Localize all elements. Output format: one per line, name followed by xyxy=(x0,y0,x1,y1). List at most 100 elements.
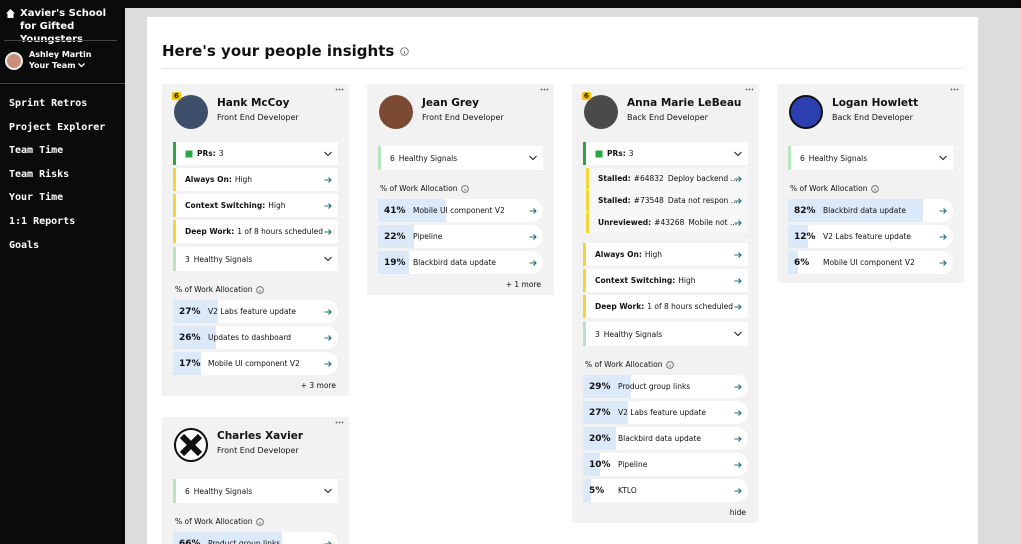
healthy-count: 6 xyxy=(800,153,805,163)
allocation-name: Product group links xyxy=(208,539,281,544)
x-logo xyxy=(174,428,208,462)
allocation-bar xyxy=(378,225,415,248)
signal-row[interactable]: Deep Work: 1 of 8 hours scheduled xyxy=(173,220,338,243)
divider xyxy=(4,40,117,41)
more-link[interactable]: + 1 more xyxy=(505,280,541,289)
allocation-bar xyxy=(583,401,628,424)
nav-item[interactable]: Sprint Retros xyxy=(9,98,88,109)
pr-id: #43268 xyxy=(654,218,685,227)
healthy-row[interactable]: 3 Healthy Signals xyxy=(583,322,748,346)
allocation-bar xyxy=(788,225,808,248)
signal-value: High xyxy=(678,276,696,285)
allocation-name: Updates to dashboard xyxy=(208,333,292,342)
sidebar: Xavier's School for Gifted Youngsters As… xyxy=(0,0,125,544)
signal-row[interactable]: Deep Work: 1 of 8 hours scheduled xyxy=(583,295,748,318)
person-card: Charles Xavier Front End Developer 6 Health… xyxy=(162,417,349,544)
signal-row[interactable]: Always On: High xyxy=(583,243,748,266)
allocation-title: % of Work Allocation xyxy=(790,184,953,193)
avatar xyxy=(174,428,208,462)
arrow-icon xyxy=(939,259,947,266)
arrow-icon xyxy=(734,251,742,258)
pr-item[interactable]: Unreviewed: #43268 Mobile not ... xyxy=(586,212,748,233)
nav-item[interactable]: 1:1 Reports xyxy=(9,215,76,227)
allocation-bar xyxy=(378,199,446,222)
card-header: 6 Anna Marie LeBeau Back End Developer xyxy=(582,84,754,142)
nav-item[interactable]: Your Time xyxy=(9,192,64,204)
allocation-row[interactable]: 12% V2 Labs feature update xyxy=(788,225,953,248)
nav-item[interactable]: Team Time xyxy=(9,145,64,157)
pr-id: #73548 xyxy=(633,196,664,205)
person-card: 6 Hank McCoy Front End Developer PRs: 3 Alway… xyxy=(162,84,349,396)
allocation-row[interactable]: 66% Product group links xyxy=(173,532,338,544)
avatar xyxy=(584,95,618,129)
nav: Sprint Retros Project Explorer Team Time Te… xyxy=(9,98,105,263)
more-menu xyxy=(335,421,344,424)
healthy-row[interactable]: 3 Healthy Signals xyxy=(173,247,338,271)
allocation-row[interactable]: 19% Blackbird data update xyxy=(378,251,543,274)
arrow-icon xyxy=(734,435,742,442)
allocation-row[interactable]: 82% Blackbird data update xyxy=(788,199,953,222)
avatar xyxy=(789,95,823,129)
person-card: 6 Anna Marie LeBeau Back End Developer PRs:… xyxy=(572,84,759,523)
signal-value: High xyxy=(268,201,286,210)
allocation-row[interactable]: 10% Pipeline xyxy=(583,453,748,476)
person-role: Front End Developer xyxy=(422,113,504,122)
avatar xyxy=(379,95,413,129)
pr-item[interactable]: Stalled: #64832 Deploy backend ... xyxy=(586,168,748,189)
nav-item[interactable]: Project Explorer xyxy=(9,121,106,133)
allocation-row[interactable]: 5% KTLO xyxy=(583,479,748,502)
allocation-name: Mobile UI component V2 xyxy=(208,359,300,368)
allocation-row[interactable]: 22% Pipeline xyxy=(378,225,543,248)
allocation-row[interactable]: 20% Blackbird data update xyxy=(583,427,748,450)
pr-item[interactable]: Stalled: #73548 Data not respon ... xyxy=(586,190,748,211)
signal-label: Context Switching: xyxy=(185,201,266,210)
healthy-count: 3 xyxy=(595,329,600,339)
allocation-pct: 19% xyxy=(384,257,406,268)
allocation-row[interactable]: 41% Mobile UI component V2 xyxy=(378,199,543,222)
allocation-pct: 6% xyxy=(794,257,810,268)
prs-row[interactable]: PRs: 3 xyxy=(583,142,748,165)
allocation-row[interactable]: 27% V2 Labs feature update xyxy=(173,300,338,323)
more-link[interactable]: + 3 more xyxy=(300,381,336,390)
chevron xyxy=(324,488,332,494)
allocation-name: V2 Labs feature update xyxy=(618,408,707,417)
allocation-row[interactable]: 27% V2 Labs feature update xyxy=(583,401,748,424)
arrow-icon xyxy=(734,383,742,390)
avatar xyxy=(174,95,208,129)
home-icon xyxy=(6,9,15,18)
healthy-row[interactable]: 6 Healthy Signals xyxy=(173,479,338,503)
allocation-pct: 27% xyxy=(589,407,611,418)
arrow-icon xyxy=(324,202,332,209)
nav-item[interactable]: Goals xyxy=(9,239,40,251)
signal-row[interactable]: Always On: High xyxy=(173,168,338,191)
more-link[interactable]: hide xyxy=(729,508,746,517)
card-header: 6 Hank McCoy Front End Developer xyxy=(172,84,344,142)
allocation-bar xyxy=(173,326,216,349)
allocation-bar xyxy=(583,479,592,502)
healthy-row[interactable]: 6 Healthy Signals xyxy=(378,146,543,170)
healthy-row[interactable]: 6 Healthy Signals xyxy=(788,146,953,170)
arrow-icon xyxy=(734,219,742,226)
chevron xyxy=(734,151,742,156)
nav-item[interactable]: Team Risks xyxy=(9,168,70,180)
arrow-icon xyxy=(324,308,332,315)
chevron xyxy=(324,256,332,262)
allocation-title-text: % of Work Allocation xyxy=(380,184,458,193)
title-text: Here's your people insights xyxy=(162,42,395,60)
person-name: Anna Marie LeBeau xyxy=(627,97,742,109)
signal-row[interactable]: Context Switching: High xyxy=(583,269,748,292)
allocation-row[interactable]: 26% Updates to dashboard xyxy=(173,326,338,349)
allocation-row[interactable]: 17% Mobile UI component V2 xyxy=(173,352,338,375)
badge: 6 xyxy=(172,92,181,100)
team-selector[interactable]: Your Team xyxy=(29,61,86,70)
allocation-row[interactable]: 6% Mobile UI component V2 xyxy=(788,251,953,274)
user-name: Ashley Martin xyxy=(29,50,92,59)
arrow-icon xyxy=(529,259,537,266)
allocation-row[interactable]: 29% Product group links xyxy=(583,375,748,398)
person-role: Front End Developer xyxy=(217,446,299,455)
pr-text: Data not respon ... xyxy=(667,196,738,205)
healthy-count: 6 xyxy=(185,486,190,496)
prs-row[interactable]: PRs: 3 xyxy=(173,142,338,165)
signal-row[interactable]: Context Switching: High xyxy=(173,194,338,217)
